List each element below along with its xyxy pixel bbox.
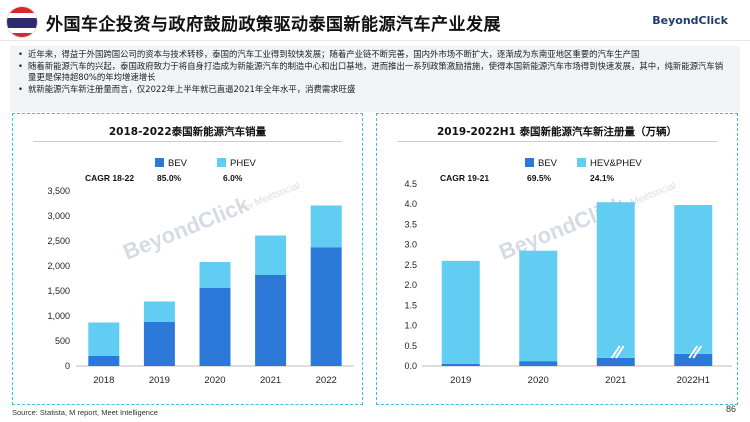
y-tick-label: 2,500: [47, 236, 70, 246]
watermark-partner: Meetsocial: [629, 180, 677, 208]
legend-swatch: [217, 158, 226, 167]
page-title: 外国车企投资与政府鼓励政策驱动泰国新能源汽车产业发展: [46, 15, 501, 35]
bar-segment: [596, 357, 635, 366]
page-number: 86: [725, 404, 736, 414]
axis-break-mark: [610, 345, 621, 359]
y-tick-label: 1.5: [404, 300, 417, 310]
bullet-item: 随着新能源汽车的兴起，泰国政府致力于将自身打造成为新能源汽车的制造中心和出口基地…: [18, 61, 730, 84]
y-tick-label: 4.0: [404, 199, 417, 209]
brand-logo-text: BeyondClick: [652, 14, 728, 27]
x-tick-label: 2020: [528, 375, 549, 386]
y-tick-label: 1,000: [47, 311, 70, 321]
header: 外国车企投资与政府鼓励政策驱动泰国新能源汽车产业发展 BeyondClick: [0, 0, 750, 44]
y-tick-label: 1.0: [404, 321, 417, 331]
legend-swatch: [525, 158, 534, 167]
sales-chart-title: 2018-2022泰国新能源汽车销量: [13, 124, 362, 142]
y-tick-label: 3,000: [47, 211, 70, 221]
y-tick-label: 3.5: [404, 219, 417, 229]
cagr-label: CAGR 18-22: [85, 173, 134, 183]
x-tick-label: 2021: [605, 375, 626, 386]
bar-segment: [519, 361, 558, 366]
legend-label: PHEV: [230, 158, 257, 169]
legend-label: BEV: [168, 158, 188, 169]
header-divider: [0, 40, 750, 41]
cagr-value: 85.0%: [157, 173, 182, 183]
watermark-brand: BeyondClick: [120, 191, 254, 264]
source-note: Source: Statista, M report, Meet Intelli…: [12, 408, 158, 417]
y-tick-label: 1,500: [47, 286, 70, 296]
y-tick-label: 0.0: [404, 361, 417, 371]
bar-segment: [143, 301, 175, 322]
y-tick-label: 0.5: [404, 341, 417, 351]
bar-segment: [255, 235, 287, 275]
x-tick-label: 2019: [149, 375, 170, 386]
x-tick-label: 2022H1: [677, 375, 710, 386]
y-tick-label: 3.0: [404, 240, 417, 250]
y-tick-label: 0: [65, 361, 70, 371]
y-tick-label: 4.5: [404, 179, 417, 189]
sales-chart-panel: 2018-2022泰国新能源汽车销量 BeyondClick by Meetsoci…: [12, 113, 363, 405]
x-tick-label: 2018: [93, 375, 114, 386]
y-tick-label: 3,500: [47, 186, 70, 196]
legend-swatch: [577, 158, 586, 167]
legend-label: HEV&PHEV: [590, 158, 642, 169]
bullet-item: 就新能源汽车新注册量而言，仅2022年上半年就已直逼2021年全年水平，消费需求…: [18, 84, 730, 96]
bar-segment: [88, 356, 120, 366]
cagr-value: 69.5%: [527, 173, 552, 183]
x-tick-label: 2020: [204, 375, 225, 386]
x-tick-label: 2019: [450, 375, 471, 386]
bar-segment: [143, 322, 175, 366]
bar-segment: [441, 363, 480, 366]
bar-segment: [199, 262, 231, 288]
bullet-item: 近年来，得益于外国跨国公司的资本与技术转移，泰国的汽车工业得到较快发展；随着产业…: [18, 49, 730, 61]
cagr-value: 24.1%: [590, 173, 615, 183]
y-tick-label: 2.0: [404, 280, 417, 290]
bar-segment: [88, 322, 120, 356]
x-tick-label: 2021: [260, 375, 281, 386]
bar-segment: [199, 288, 231, 366]
x-tick-label: 2022: [316, 375, 337, 386]
y-tick-label: 500: [55, 336, 70, 346]
bar-segment: [596, 202, 635, 358]
registration-chart-panel: 2019-2022H1 泰国新能源汽车新注册量（万辆） BeyondClickb…: [376, 113, 738, 405]
bar-segment: [310, 205, 342, 248]
cagr-label: CAGR 19-21: [440, 173, 489, 183]
registration-chart-title: 2019-2022H1 泰国新能源汽车新注册量（万辆）: [377, 124, 737, 142]
y-tick-label: 2.5: [404, 260, 417, 270]
axis-break-mark: [614, 345, 625, 359]
thailand-flag-icon: [6, 6, 38, 38]
axis-break-mark: [688, 345, 699, 359]
watermark-partner: Meetsocial: [253, 180, 301, 208]
y-tick-label: 2,000: [47, 261, 70, 271]
axis-break-mark: [692, 345, 703, 359]
bar-segment: [519, 250, 558, 362]
cagr-value: 6.0%: [223, 173, 243, 183]
bar-segment: [441, 260, 480, 364]
brand-logo: BeyondClick: [652, 14, 728, 27]
legend-label: BEV: [538, 158, 558, 169]
bar-segment: [255, 275, 287, 366]
bar-segment: [674, 205, 713, 354]
bar-segment: [310, 247, 342, 366]
bar-segment: [674, 353, 713, 366]
legend-swatch: [155, 158, 164, 167]
summary-bullets: 近年来，得益于外国跨国公司的资本与技术转移，泰国的汽车工业得到较快发展；随着产业…: [10, 46, 740, 112]
watermark-by: by: [245, 202, 255, 211]
